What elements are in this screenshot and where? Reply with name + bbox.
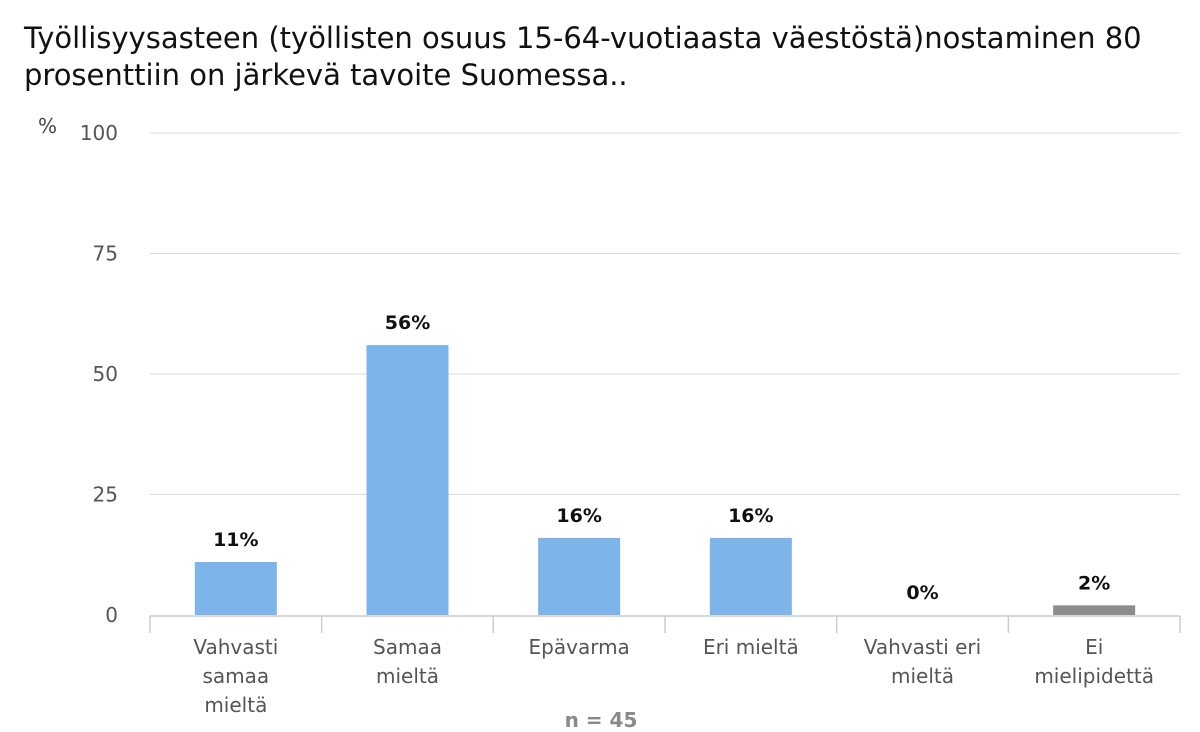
x-tick-label-line: mieltä: [204, 693, 267, 717]
data-label: 2%: [1078, 572, 1110, 594]
x-tick-label: Samaa mieltä: [373, 635, 442, 688]
y-tick-label: 0: [105, 603, 118, 627]
x-tick-label: Epävarma: [529, 635, 630, 659]
bar: [709, 537, 792, 615]
x-tick-label-line: mielipidettä: [1034, 664, 1154, 688]
data-label: 56%: [385, 312, 430, 334]
x-tick-label-line: mieltä: [376, 664, 439, 688]
x-tick-label-line: mieltä: [891, 664, 954, 688]
y-tick-label: 100: [80, 121, 118, 145]
y-tick-label: 75: [93, 242, 118, 266]
gridlines: [150, 132, 1180, 495]
data-label: 0%: [906, 582, 938, 604]
x-tick-label: Vahvasti eri mieltä: [864, 635, 981, 688]
bars: [194, 345, 1136, 615]
bar: [538, 537, 621, 615]
x-tick-label-line: Eri mieltä: [703, 635, 799, 659]
y-tick-label: 50: [93, 362, 118, 386]
x-tick-label-line: Vahvasti: [193, 635, 278, 659]
x-tick-label: Vahvasti samaa mieltä: [193, 635, 278, 717]
x-tick-label: Eri mieltä: [703, 635, 799, 659]
x-tick-label-line: samaa: [202, 664, 269, 688]
chart-title: Työllisyysasteen (työllisten osuus 15-64…: [24, 21, 1142, 92]
y-tick-label: 25: [93, 483, 118, 507]
data-labels: 11% 56% 16% 16% 0% 2%: [213, 312, 1110, 604]
x-tick-label-line: Vahvasti eri: [864, 635, 981, 659]
bar: [366, 345, 449, 615]
bar: [194, 561, 277, 615]
bar: [1053, 605, 1136, 615]
x-tick-label-line: Epävarma: [529, 635, 630, 659]
data-label: 16%: [728, 505, 773, 527]
x-tick-label: Ei mielipidettä: [1034, 635, 1154, 688]
x-axis: Vahvasti samaa mieltä Samaa mieltä Epävarma Er…: [149, 615, 1181, 717]
y-axis: 0 25 50 75 100: [80, 121, 118, 627]
data-label: 11%: [213, 529, 258, 551]
sample-size-label: n = 45: [565, 708, 638, 732]
data-label: 16%: [556, 505, 601, 527]
y-axis-label: %: [38, 114, 57, 138]
x-tick-label-line: Samaa: [373, 635, 442, 659]
x-tick-label-line: Ei: [1085, 635, 1103, 659]
